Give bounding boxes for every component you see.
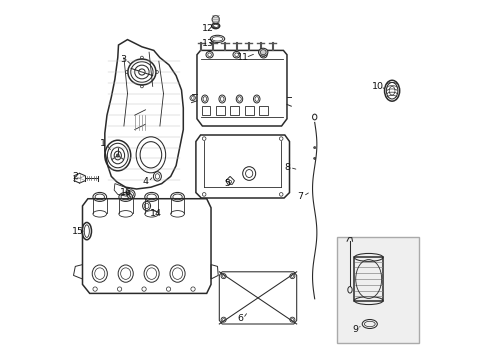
Text: 4: 4	[142, 177, 148, 186]
Text: 2: 2	[72, 172, 78, 181]
Text: 15: 15	[72, 227, 84, 236]
Bar	[244, 106, 253, 115]
Bar	[230, 106, 239, 115]
Text: 3: 3	[120, 55, 125, 64]
Ellipse shape	[313, 157, 315, 159]
Text: 14: 14	[150, 209, 162, 217]
Text: 10: 10	[371, 82, 383, 91]
Text: 1: 1	[100, 139, 106, 148]
Ellipse shape	[116, 154, 119, 157]
Bar	[201, 106, 210, 115]
Ellipse shape	[212, 15, 219, 23]
Text: 8: 8	[284, 163, 289, 172]
Text: 16: 16	[120, 188, 131, 197]
Text: 12: 12	[202, 24, 213, 33]
Bar	[337, 237, 419, 343]
Text: 11: 11	[236, 53, 248, 62]
Ellipse shape	[258, 48, 267, 56]
Text: 5: 5	[224, 179, 230, 188]
Text: 7: 7	[297, 192, 303, 201]
Bar	[216, 106, 224, 115]
Ellipse shape	[313, 147, 315, 149]
Bar	[259, 106, 267, 115]
Text: 6: 6	[237, 314, 243, 323]
Text: 13: 13	[202, 39, 213, 48]
Text: 9: 9	[352, 325, 358, 334]
